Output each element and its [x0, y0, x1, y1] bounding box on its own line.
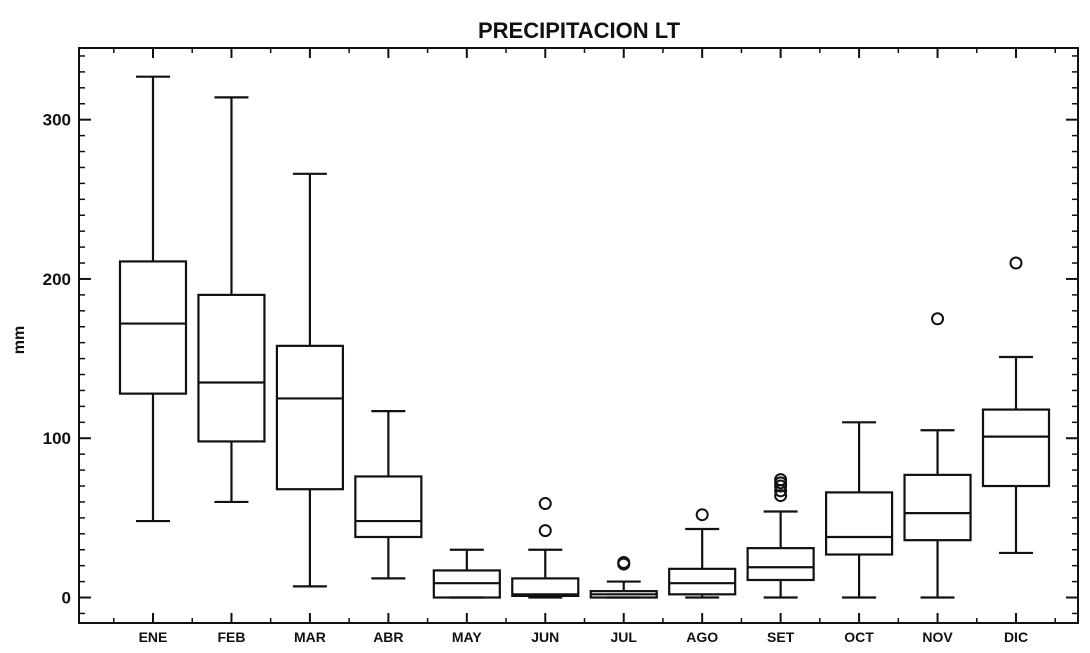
x-tick-label-dic: DIC	[1004, 629, 1028, 645]
box-ago	[668, 508, 737, 599]
y-tick-label: 200	[43, 270, 71, 289]
chart-title: PRECIPITACION LT	[478, 18, 681, 43]
outlier-point-set	[774, 473, 788, 487]
x-tick-label-may: MAY	[452, 629, 482, 645]
iqr-box-set	[746, 547, 815, 582]
box-oct	[824, 421, 894, 599]
x-tick-label-jun: JUN	[531, 629, 559, 645]
outlier-point-jul	[617, 555, 631, 569]
iqr-box-mar	[275, 344, 345, 491]
box-nov	[903, 312, 972, 599]
y-tick-label: 300	[43, 111, 71, 130]
outlier-point-jun	[538, 524, 552, 538]
iqr-box-feb	[197, 293, 266, 443]
iqr-box-oct	[824, 491, 894, 556]
box-series	[118, 75, 1051, 599]
x-tick-label-oct: OCT	[844, 629, 874, 645]
x-tick-label-ago: AGO	[686, 629, 718, 645]
x-tick-label-mar: MAR	[294, 629, 326, 645]
iqr-box-abr	[354, 475, 423, 539]
box-abr	[354, 410, 423, 580]
x-tick-label-jul: JUL	[611, 629, 638, 645]
y-tick-label: 100	[43, 429, 71, 448]
outlier-point-jun	[538, 497, 552, 511]
box-jun	[511, 497, 580, 599]
iqr-box-jun	[511, 577, 580, 598]
iqr-box-ago	[668, 567, 737, 596]
x-tick-label-set: SET	[767, 629, 795, 645]
iqr-box-nov	[903, 473, 972, 542]
iqr-box-ene	[118, 260, 188, 395]
box-may	[432, 548, 501, 599]
box-jul	[589, 555, 658, 599]
x-tick-label-abr: ABR	[373, 629, 403, 645]
box-set	[746, 473, 815, 599]
box-dic	[981, 256, 1051, 555]
y-axis-label: mm	[11, 326, 28, 354]
outlier-point-nov	[931, 312, 945, 326]
plot-frame	[78, 47, 1079, 624]
x-tick-label-ene: ENE	[139, 629, 168, 645]
y-tick-label: 0	[62, 589, 71, 608]
iqr-box-dic	[981, 408, 1051, 488]
x-tick-label-feb: FEB	[217, 629, 245, 645]
outlier-point-dic	[1009, 256, 1023, 270]
box-mar	[275, 172, 345, 588]
box-feb	[197, 96, 266, 504]
x-tick-label-nov: NOV	[922, 629, 953, 645]
box-ene	[118, 75, 188, 523]
outlier-point-set	[774, 489, 788, 503]
axis-ticks: 0 100 200 300 ENE FEB MAR ABR MAY JUN JUL AGO SET OCT…	[43, 48, 1078, 645]
outlier-point-ago	[695, 508, 709, 522]
